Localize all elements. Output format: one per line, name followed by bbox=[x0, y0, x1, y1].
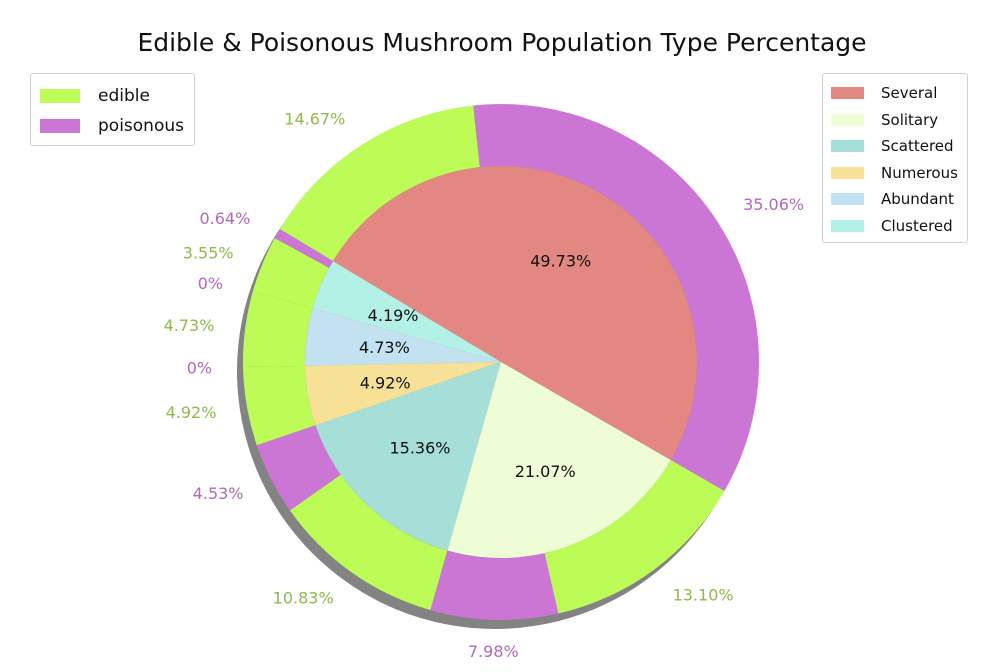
legend-swatch bbox=[831, 193, 864, 206]
inner-slice-label: 15.36% bbox=[389, 438, 450, 457]
outer-slice-scattered-edible bbox=[290, 474, 448, 611]
legend-item-solitary: Solitary bbox=[831, 107, 958, 134]
outer-slice-solitary-poisonous bbox=[430, 550, 559, 620]
outer-slice-label: 14.67% bbox=[284, 110, 345, 129]
legend-swatch bbox=[831, 166, 864, 179]
outer-slice-scattered-poisonous bbox=[256, 425, 341, 511]
legend-item-several: Several bbox=[831, 80, 958, 107]
outer-slice-label: 7.98% bbox=[468, 642, 519, 661]
legend-item-scattered: Scattered bbox=[831, 133, 958, 160]
outer-slice-label: 4.92% bbox=[166, 403, 217, 422]
inner-slice-label: 4.19% bbox=[368, 306, 419, 325]
legend-swatch bbox=[831, 219, 864, 232]
legend-population: Several Solitary Scattered Numerous Abundant… bbox=[822, 73, 968, 243]
inner-slice-label: 21.07% bbox=[515, 462, 576, 481]
inner-slice-label: 4.73% bbox=[359, 338, 410, 357]
legend-swatch bbox=[40, 119, 80, 133]
outer-slice-label: 4.73% bbox=[164, 316, 215, 335]
inner-slice-label: 4.92% bbox=[360, 373, 411, 392]
outer-slice-abundant-edible bbox=[243, 291, 313, 368]
outer-slice-solitary-edible bbox=[544, 460, 725, 614]
outer-slice-label: 13.10% bbox=[673, 586, 734, 605]
legend-item-poisonous: poisonous bbox=[40, 111, 184, 141]
legend-swatch bbox=[40, 89, 80, 103]
outer-slice-label: 0% bbox=[187, 359, 212, 378]
legend-swatch bbox=[831, 113, 864, 126]
inner-slice-scattered bbox=[315, 362, 501, 551]
legend-item-clustered: Clustered bbox=[831, 213, 958, 240]
legend-item-numerous: Numerous bbox=[831, 160, 958, 187]
legend-label: edible bbox=[98, 86, 150, 106]
legend-edibility: edible poisonous bbox=[30, 73, 195, 146]
legend-item-abundant: Abundant bbox=[831, 186, 958, 213]
inner-slice-clustered bbox=[312, 261, 501, 362]
legend-label: Scattered bbox=[881, 137, 954, 156]
chart-title: Edible & Poisonous Mushroom Population T… bbox=[137, 28, 867, 57]
inner-slice-abundant bbox=[305, 308, 501, 366]
outer-slice-several-edible bbox=[279, 105, 480, 262]
outer-slice-label: 0% bbox=[198, 274, 223, 293]
legend-label: Clustered bbox=[881, 216, 953, 235]
legend-label: Solitary bbox=[881, 110, 939, 129]
inner-slice-several bbox=[332, 166, 697, 461]
outer-slice-label: 0.64% bbox=[199, 209, 250, 228]
inner-slice-numerous bbox=[305, 362, 501, 426]
outer-slice-several-poisonous bbox=[473, 103, 759, 491]
legend-swatch bbox=[831, 140, 864, 153]
outer-slice-label: 35.06% bbox=[743, 195, 804, 214]
outer-slice-label: 3.55% bbox=[183, 243, 234, 262]
inner-slice-solitary bbox=[447, 362, 671, 559]
legend-label: Numerous bbox=[881, 163, 958, 182]
legend-label: poisonous bbox=[98, 116, 184, 136]
legend-label: Abundant bbox=[881, 190, 954, 209]
legend-label: Several bbox=[881, 84, 938, 103]
legend-item-edible: edible bbox=[40, 81, 184, 111]
inner-slice-label: 49.73% bbox=[530, 252, 591, 271]
outer-slice-clustered-poisonous bbox=[274, 229, 333, 268]
outer-slice-label: 4.53% bbox=[193, 484, 244, 503]
outer-slice-clustered-edible bbox=[252, 238, 330, 309]
legend-swatch bbox=[831, 87, 864, 100]
outer-slice-numerous-edible bbox=[243, 365, 316, 446]
outer-slice-label: 10.83% bbox=[273, 589, 334, 608]
